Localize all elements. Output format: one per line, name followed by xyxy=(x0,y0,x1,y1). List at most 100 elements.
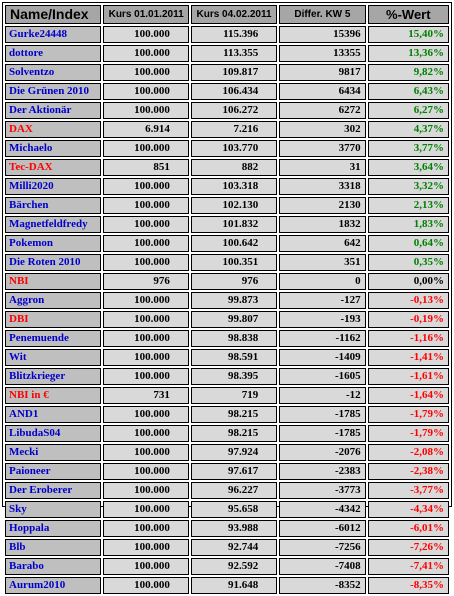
row-kurs-current-cell: 99.807 xyxy=(190,311,278,328)
row-kurs-start-cell: 100.000 xyxy=(103,254,189,271)
table-row: Milli2020 100.000 103.318 3318 3,32% xyxy=(5,178,449,195)
row-name-cell: Tec-DAX xyxy=(5,159,102,176)
table-row: Die Grünen 2010 100.000 106.434 6434 6,43% xyxy=(5,83,449,100)
row-name-cell: Sky xyxy=(5,501,102,518)
row-kurs-current-cell: 91.648 xyxy=(190,577,278,594)
row-kurs-start-cell: 100.000 xyxy=(103,501,189,518)
row-kurs-start-cell: 100.000 xyxy=(103,463,189,480)
table-row: Blb 100.000 92.744 -7256 -7,26% xyxy=(5,539,449,556)
table-row: Tec-DAX 851 882 31 3,64% xyxy=(5,159,449,176)
row-kurs-current-cell: 98.395 xyxy=(190,368,278,385)
row-percent-cell: -0,13% xyxy=(367,292,449,309)
row-difference-cell: -3773 xyxy=(279,482,366,499)
row-kurs-current-cell: 92.744 xyxy=(190,539,278,556)
table-row: Pokemon 100.000 100.642 642 0,64% xyxy=(5,235,449,252)
row-percent-cell: 6,43% xyxy=(367,83,449,100)
row-percent-cell: -7,26% xyxy=(367,539,449,556)
table-body: Gurke24448 100.000 115.396 15396 15,40% dotto… xyxy=(5,26,449,594)
table-row: Michaelo 100.000 103.770 3770 3,77% xyxy=(5,140,449,157)
row-kurs-current-cell: 96.227 xyxy=(190,482,278,499)
row-kurs-start-cell: 100.000 xyxy=(103,330,189,347)
row-name-cell: LibudaS04 xyxy=(5,425,102,442)
row-kurs-current-cell: 103.770 xyxy=(190,140,278,157)
row-name-cell: Hoppala xyxy=(5,520,102,537)
row-difference-cell: -1162 xyxy=(279,330,366,347)
table-row: Sky 100.000 95.658 -4342 -4,34% xyxy=(5,501,449,518)
row-kurs-current-cell: 103.318 xyxy=(190,178,278,195)
table-row: LibudaS04 100.000 98.215 -1785 -1,79% xyxy=(5,425,449,442)
row-percent-cell: 4,37% xyxy=(367,121,449,138)
row-percent-cell: 2,13% xyxy=(367,197,449,214)
row-difference-cell: -4342 xyxy=(279,501,366,518)
row-name-cell: AND1 xyxy=(5,406,102,423)
row-name-cell: Blitzkrieger xyxy=(5,368,102,385)
row-percent-cell: -1,79% xyxy=(367,425,449,442)
header-difference: Differ. KW 5 xyxy=(279,5,366,24)
table-row: DBI 100.000 99.807 -193 -0,19% xyxy=(5,311,449,328)
row-kurs-start-cell: 100.000 xyxy=(103,140,189,157)
table-row: Bärchen 100.000 102.130 2130 2,13% xyxy=(5,197,449,214)
row-kurs-current-cell: 92.592 xyxy=(190,558,278,575)
row-kurs-start-cell: 100.000 xyxy=(103,45,189,62)
row-kurs-start-cell: 851 xyxy=(103,159,189,176)
row-percent-cell: -7,41% xyxy=(367,558,449,575)
row-kurs-start-cell: 100.000 xyxy=(103,64,189,81)
row-kurs-current-cell: 99.873 xyxy=(190,292,278,309)
row-kurs-start-cell: 100.000 xyxy=(103,311,189,328)
table-header-row: Name/Index Kurs 01.01.2011 Kurs 04.02.20… xyxy=(5,5,449,24)
row-percent-cell: -0,19% xyxy=(367,311,449,328)
row-kurs-current-cell: 882 xyxy=(190,159,278,176)
table-row: Die Roten 2010 100.000 100.351 351 0,35% xyxy=(5,254,449,271)
row-percent-cell: -2,38% xyxy=(367,463,449,480)
row-percent-cell: -1,41% xyxy=(367,349,449,366)
row-difference-cell: 351 xyxy=(279,254,366,271)
row-kurs-current-cell: 7.216 xyxy=(190,121,278,138)
row-kurs-start-cell: 100.000 xyxy=(103,349,189,366)
row-kurs-start-cell: 100.000 xyxy=(103,197,189,214)
row-kurs-current-cell: 93.988 xyxy=(190,520,278,537)
row-kurs-start-cell: 100.000 xyxy=(103,83,189,100)
row-name-cell: Bärchen xyxy=(5,197,102,214)
table-row: Hoppala 100.000 93.988 -6012 -6,01% xyxy=(5,520,449,537)
row-kurs-current-cell: 102.130 xyxy=(190,197,278,214)
row-difference-cell: 1832 xyxy=(279,216,366,233)
row-name-cell: Die Grünen 2010 xyxy=(5,83,102,100)
ranking-table: Name/Index Kurs 01.01.2011 Kurs 04.02.20… xyxy=(3,3,451,596)
row-name-cell: Penemuende xyxy=(5,330,102,347)
row-kurs-start-cell: 100.000 xyxy=(103,292,189,309)
row-percent-cell: 3,77% xyxy=(367,140,449,157)
row-name-cell: NBI in € xyxy=(5,387,102,404)
row-percent-cell: 3,32% xyxy=(367,178,449,195)
table-row: DAX 6.914 7.216 302 4,37% xyxy=(5,121,449,138)
row-difference-cell: 6272 xyxy=(279,102,366,119)
row-difference-cell: 15396 xyxy=(279,26,366,43)
header-kurs-current: Kurs 04.02.2011 xyxy=(190,5,278,24)
table-row: Der Aktionär 100.000 106.272 6272 6,27% xyxy=(5,102,449,119)
row-name-cell: Blb xyxy=(5,539,102,556)
row-kurs-current-cell: 106.272 xyxy=(190,102,278,119)
table-row: NBI 976 976 0 0,00% xyxy=(5,273,449,290)
row-kurs-start-cell: 100.000 xyxy=(103,520,189,537)
table-row: Aggron 100.000 99.873 -127 -0,13% xyxy=(5,292,449,309)
header-name-index: Name/Index xyxy=(5,5,102,24)
row-kurs-start-cell: 100.000 xyxy=(103,102,189,119)
row-difference-cell: -2383 xyxy=(279,463,366,480)
row-kurs-current-cell: 115.396 xyxy=(190,26,278,43)
row-difference-cell: 13355 xyxy=(279,45,366,62)
table-row: Magnetfeldfredy 100.000 101.832 1832 1,83% xyxy=(5,216,449,233)
row-difference-cell: -2076 xyxy=(279,444,366,461)
row-kurs-current-cell: 719 xyxy=(190,387,278,404)
row-percent-cell: -1,79% xyxy=(367,406,449,423)
table-row: Solventzo 100.000 109.817 9817 9,82% xyxy=(5,64,449,81)
row-name-cell: Gurke24448 xyxy=(5,26,102,43)
row-difference-cell: 302 xyxy=(279,121,366,138)
row-name-cell: NBI xyxy=(5,273,102,290)
row-percent-cell: 0,35% xyxy=(367,254,449,271)
row-difference-cell: 0 xyxy=(279,273,366,290)
row-name-cell: Die Roten 2010 xyxy=(5,254,102,271)
row-kurs-current-cell: 95.658 xyxy=(190,501,278,518)
row-name-cell: Michaelo xyxy=(5,140,102,157)
row-difference-cell: -193 xyxy=(279,311,366,328)
row-kurs-current-cell: 98.215 xyxy=(190,406,278,423)
